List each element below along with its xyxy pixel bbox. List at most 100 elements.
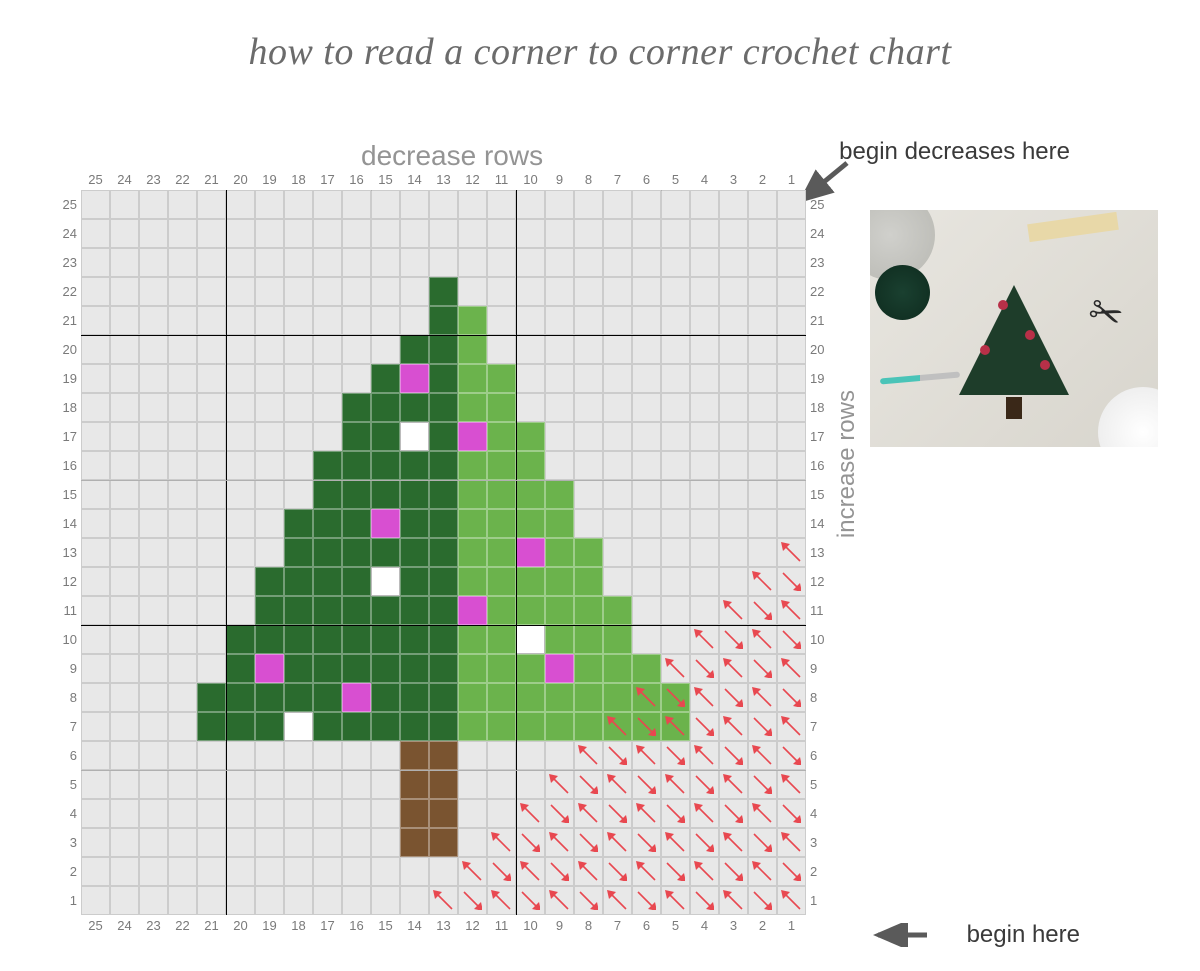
grid-cell: [284, 480, 313, 509]
grid-cell: [342, 335, 371, 364]
grid-cell: [690, 335, 719, 364]
grid-cell: [603, 364, 632, 393]
grid-cell: [632, 509, 661, 538]
tree-pixel: [545, 567, 574, 596]
grid-cell: [197, 393, 226, 422]
tree-pixel: [255, 712, 284, 741]
grid-cell: [168, 654, 197, 683]
grid-cell: [81, 828, 110, 857]
grid-cell: [661, 654, 690, 683]
tree-pixel: [342, 538, 371, 567]
grid-cell: [516, 886, 545, 915]
grid-cell: [632, 770, 661, 799]
tree-pixel: [429, 364, 458, 393]
grid-cell: [719, 741, 748, 770]
grid-cell: [168, 335, 197, 364]
grid-cell: [603, 567, 632, 596]
tree-pixel: [487, 596, 516, 625]
tree-pixel: [516, 683, 545, 712]
grid-cell: [516, 364, 545, 393]
grid-cell: [748, 886, 777, 915]
grid-cell: [313, 248, 342, 277]
grid-cell: [400, 190, 429, 219]
grid-cell: [487, 219, 516, 248]
tree-pixel: [313, 712, 342, 741]
grid-cell: [342, 770, 371, 799]
grid-cell: [81, 625, 110, 654]
tree-pixel: [255, 596, 284, 625]
tree-pixel: [516, 596, 545, 625]
grid-cell: [458, 770, 487, 799]
grid-cell: [748, 306, 777, 335]
tree-pixel: [313, 451, 342, 480]
grid-cell: [168, 712, 197, 741]
grid-cell: [313, 277, 342, 306]
grid-cell: [748, 567, 777, 596]
grid-cell: [197, 509, 226, 538]
grid-cell: [400, 306, 429, 335]
tree-pixel: [429, 770, 458, 799]
grid-cell: [661, 219, 690, 248]
grid-cell: [81, 422, 110, 451]
grid-cell: [777, 248, 806, 277]
grid-cell: [110, 770, 139, 799]
tree-pixel: [516, 567, 545, 596]
grid-cell: [748, 538, 777, 567]
tree-pixel: [487, 364, 516, 393]
tree-pixel: [516, 538, 545, 567]
grid-cell: [690, 625, 719, 654]
grid-cell: [342, 306, 371, 335]
grid-cell: [661, 625, 690, 654]
grid-cell: [690, 770, 719, 799]
grid-cell: [661, 538, 690, 567]
grid-cell: [342, 190, 371, 219]
grid-cell: [168, 422, 197, 451]
grid-cell: [371, 277, 400, 306]
tree-pixel: [516, 712, 545, 741]
grid-cell: [690, 480, 719, 509]
grid-cell: [400, 248, 429, 277]
tree-pixel: [226, 712, 255, 741]
grid-cell: [313, 770, 342, 799]
grid-cell: [719, 306, 748, 335]
tree-pixel: [371, 364, 400, 393]
tree-pixel: [342, 683, 371, 712]
tree-pixel: [284, 509, 313, 538]
grid-cell: [748, 364, 777, 393]
grid-cell: [110, 306, 139, 335]
grid-cell: [139, 799, 168, 828]
grid-cell: [603, 480, 632, 509]
grid-cell: [284, 886, 313, 915]
grid-cell: [81, 364, 110, 393]
tree-pixel: [574, 567, 603, 596]
grid-cell: [458, 190, 487, 219]
tree-pixel: [371, 567, 400, 596]
grid-cell: [371, 306, 400, 335]
tree-pixel: [661, 712, 690, 741]
grid-cell: [313, 422, 342, 451]
grid-cell: [197, 799, 226, 828]
grid-cell: [661, 422, 690, 451]
tree-pixel: [545, 625, 574, 654]
grid-cell: [690, 886, 719, 915]
grid-cell: [574, 799, 603, 828]
grid-cell: [458, 741, 487, 770]
grid-cell: [110, 683, 139, 712]
grid-cell: [110, 886, 139, 915]
grid-cell: [226, 770, 255, 799]
grid-cell: [777, 190, 806, 219]
grid-cell: [255, 828, 284, 857]
grid-cell: [777, 306, 806, 335]
grid-cell: [487, 335, 516, 364]
tree-pixel: [458, 364, 487, 393]
grid-cell: [139, 741, 168, 770]
tree-pixel: [429, 480, 458, 509]
grid-cell: [458, 277, 487, 306]
tree-pixel: [284, 654, 313, 683]
tree-pixel: [458, 596, 487, 625]
tree-pixel: [371, 712, 400, 741]
tree-pixel: [516, 625, 545, 654]
grid-cell: [226, 393, 255, 422]
tree-pixel: [487, 422, 516, 451]
grid-cell: [777, 364, 806, 393]
